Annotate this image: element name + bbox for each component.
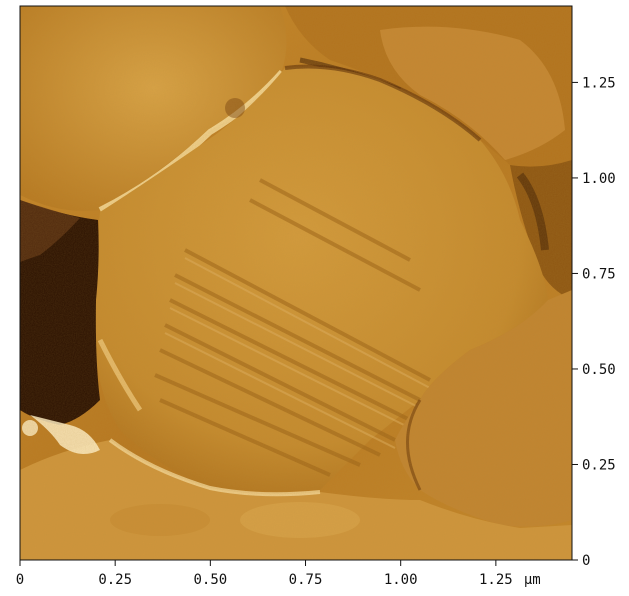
y-tick-label: 1.00 — [582, 171, 616, 187]
y-tick-label: 0 — [582, 553, 590, 569]
x-tick-label: 1.00 — [384, 572, 418, 588]
y-tick-label: 0.75 — [582, 266, 616, 282]
y-axis: 0 0.25 0.50 0.75 1.00 1.25 — [572, 75, 616, 569]
x-tick-label: 0.50 — [193, 572, 227, 588]
x-axis: 0 0.25 0.50 0.75 1.00 1.25 µm — [16, 560, 541, 588]
y-tick-label: 0.25 — [582, 457, 616, 473]
x-tick-label: 1.25 — [479, 572, 513, 588]
x-tick-label: 0.75 — [289, 572, 323, 588]
x-tick-label: 0 — [16, 572, 24, 588]
y-tick-label: 0.50 — [582, 362, 616, 378]
y-tick-label: 1.25 — [582, 75, 616, 91]
x-unit-label: µm — [524, 572, 541, 588]
x-tick-label: 0.25 — [98, 572, 132, 588]
afm-image — [20, 6, 572, 560]
image-frame — [19, 5, 573, 561]
